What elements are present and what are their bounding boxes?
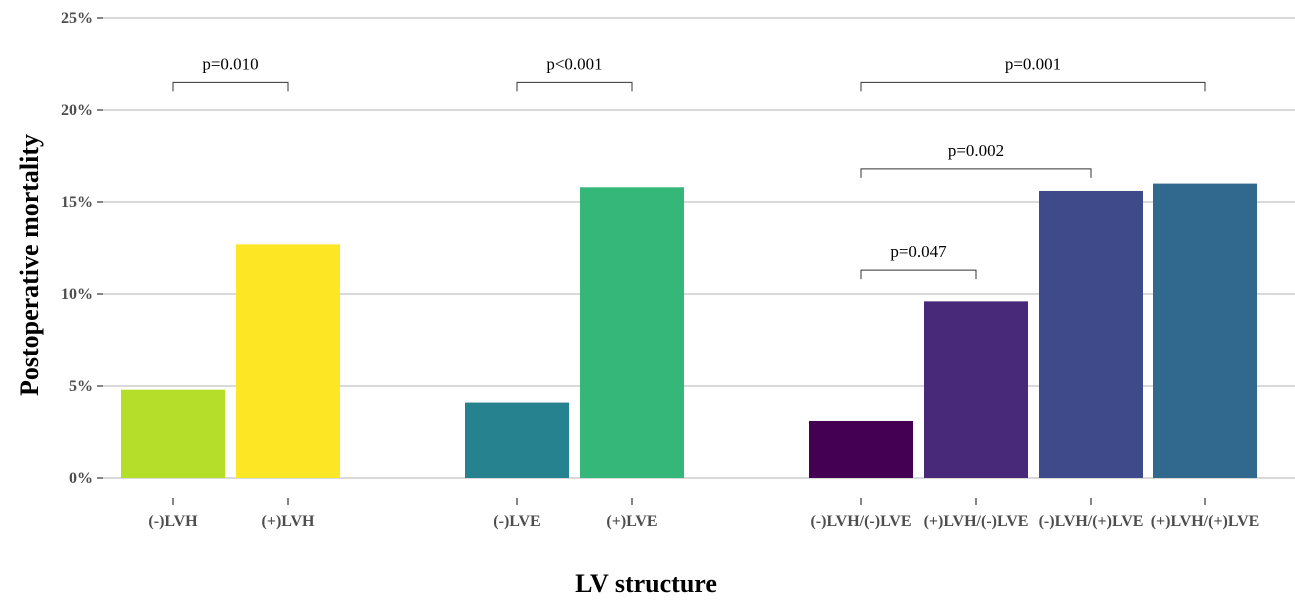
x-tick-label: (+)LVH/(-)LVE bbox=[924, 513, 1029, 530]
bar bbox=[809, 420, 913, 478]
p-value-label: p=0.001 bbox=[1005, 54, 1061, 73]
y-tick-label: 0% bbox=[69, 470, 93, 487]
bar bbox=[1039, 190, 1143, 478]
bar bbox=[1153, 183, 1257, 478]
y-tick-label: 10% bbox=[61, 286, 93, 303]
bar bbox=[465, 402, 569, 478]
x-tick-label: (-)LVH/(-)LVE bbox=[810, 513, 911, 530]
p-value-label: p=0.010 bbox=[202, 54, 258, 73]
x-tick-label: (+)LVH/(+)LVE bbox=[1151, 513, 1260, 530]
p-value-label: p=0.047 bbox=[890, 242, 947, 261]
y-tick-label: 15% bbox=[61, 194, 93, 211]
x-tick-label: (+)LVE bbox=[606, 513, 657, 530]
significance-brackets: p=0.010 p<0.001 p=0.001 p=0.002 p=0.047 bbox=[172, 54, 1206, 280]
bar bbox=[121, 389, 225, 478]
x-tick-label: (+)LVH bbox=[262, 513, 316, 530]
x-axis-ticks: (-)LVH (+)LVH (-)LVE (+)LVE (-)LVH/(-)LVE (+)… bbox=[148, 498, 1259, 530]
significance-bracket bbox=[860, 269, 977, 280]
x-tick-label: (-)LVH bbox=[148, 513, 198, 530]
bar bbox=[236, 244, 340, 478]
significance-bracket bbox=[860, 81, 1206, 92]
bar bbox=[924, 301, 1028, 478]
x-axis-title: LV structure bbox=[575, 569, 717, 597]
bar bbox=[580, 187, 684, 478]
significance-bracket bbox=[860, 168, 1092, 178]
y-tick-label: 25% bbox=[61, 10, 93, 27]
x-tick-label: (-)LVE bbox=[493, 513, 540, 530]
significance-bracket bbox=[516, 81, 633, 92]
p-value-label: p<0.001 bbox=[546, 54, 602, 73]
y-axis-title: Postoperative mortality bbox=[15, 134, 44, 396]
significance-bracket bbox=[172, 81, 289, 92]
x-tick-label: (-)LVH/(+)LVE bbox=[1039, 513, 1144, 530]
y-tick-label: 5% bbox=[69, 378, 93, 395]
p-value-label: p=0.002 bbox=[948, 141, 1004, 160]
bars bbox=[121, 183, 1257, 478]
y-tick-label: 20% bbox=[61, 102, 93, 119]
y-axis-ticks: 0% 5% 10% 15% 20% 25% bbox=[61, 10, 103, 487]
